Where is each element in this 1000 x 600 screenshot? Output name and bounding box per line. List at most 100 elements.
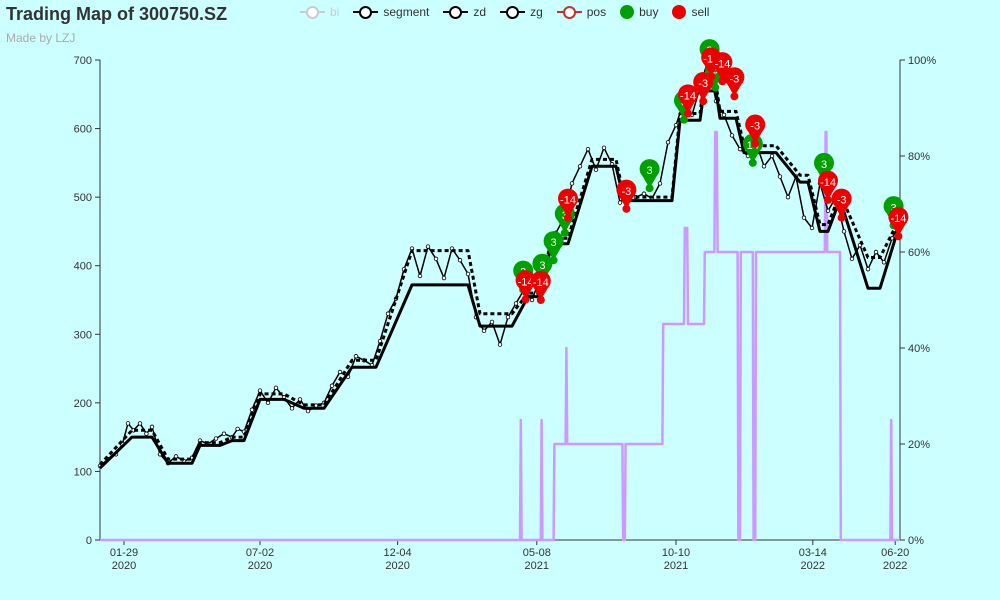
sell-marker-label: -14 <box>533 277 549 289</box>
y-right-tick-label: 100% <box>908 55 936 67</box>
legend-line-symbol <box>556 5 582 19</box>
y-right-tick-label: 80% <box>908 151 930 163</box>
zg-point <box>125 421 131 426</box>
zg-point <box>577 164 583 169</box>
legend-line-symbol <box>300 5 325 19</box>
y-left-tick-label: 300 <box>74 329 92 341</box>
y-right-tick-label: 20% <box>908 439 930 451</box>
zg-point <box>329 383 335 388</box>
x-tick-label: 06-20 <box>881 547 909 559</box>
sell-marker <box>678 84 698 114</box>
zg-point <box>849 256 855 262</box>
zg-point <box>721 112 727 118</box>
zg-point <box>569 181 575 186</box>
zg-point <box>489 319 495 325</box>
x-tick-year: 2020 <box>248 560 272 572</box>
buy-marker-label: 3 <box>712 64 718 76</box>
zg-point <box>213 436 219 441</box>
x-tick-label: 07-02 <box>246 547 274 559</box>
zg-point <box>441 275 447 281</box>
sell-marker-label: -14 <box>680 90 696 102</box>
buy-marker <box>532 253 553 283</box>
zg-point <box>273 385 279 390</box>
zg-point <box>149 424 155 430</box>
legend-label: segment <box>383 5 430 19</box>
legend-item-segment[interactable]: segment <box>353 4 429 20</box>
x-tick-label: 03-14 <box>799 547 827 559</box>
zg-point <box>865 266 871 272</box>
zg-point <box>433 256 439 262</box>
sell-marker-label: -3 <box>622 186 632 198</box>
legend-item-buy[interactable]: buy <box>620 4 658 20</box>
zg-point <box>761 164 767 169</box>
zg-point <box>585 146 591 152</box>
zg-point <box>665 140 671 145</box>
legend-label: pos <box>586 5 607 19</box>
legend-label: zd <box>473 5 487 19</box>
zg-point <box>425 244 431 249</box>
legend: bi segment zd zg pos buy sell <box>300 4 709 20</box>
zg-point <box>417 273 423 279</box>
y-right-tick-label: 0% <box>908 535 924 547</box>
sell-marker <box>745 114 766 144</box>
sell-marker <box>712 52 733 82</box>
series-line-segment <box>98 89 902 470</box>
sell-marker-label: -14 <box>714 58 730 70</box>
x-tick-year: 2020 <box>385 560 409 572</box>
zg-point <box>481 328 487 334</box>
x-tick-year: 2021 <box>664 560 688 572</box>
zg-point <box>601 145 607 150</box>
sell-marker <box>888 207 909 237</box>
zg-point <box>353 354 359 359</box>
buy-marker-label: 3 <box>647 165 653 177</box>
zg-point <box>465 271 471 277</box>
zg-point <box>641 191 647 196</box>
sell-marker <box>831 188 852 218</box>
legend-item-sell[interactable]: sell <box>672 4 709 20</box>
sell-marker-label: -14 <box>820 177 836 189</box>
legend-line-symbol <box>500 5 526 19</box>
legend-item-zd[interactable]: zd <box>443 4 486 20</box>
legend-item-bi[interactable]: bi <box>300 4 339 20</box>
legend-item-pos[interactable]: pos <box>556 4 607 20</box>
x-tick-year: 2021 <box>525 560 549 572</box>
x-tick-year: 2022 <box>883 560 907 572</box>
y-left-tick-label: 200 <box>74 398 92 410</box>
x-tick-year: 2020 <box>112 560 136 572</box>
sell-marker <box>515 270 536 300</box>
y-left-tick-label: 500 <box>74 192 92 204</box>
zg-point <box>617 200 623 205</box>
x-tick-year: 2022 <box>801 560 825 572</box>
zg-point <box>497 342 503 347</box>
y-right-tick-label: 40% <box>908 343 930 355</box>
zg-point <box>385 311 391 316</box>
legend-label: buy <box>639 5 659 19</box>
buy-marker-label: 3 <box>891 202 897 214</box>
zg-point <box>505 314 511 320</box>
buy-marker-label: 3 <box>821 159 827 171</box>
buy-marker <box>543 231 564 261</box>
zg-point <box>809 225 815 231</box>
y-left-tick-label: 0 <box>86 535 92 547</box>
zg-point <box>825 208 831 214</box>
sell-marker <box>693 72 714 102</box>
sell-marker-label: -14 <box>703 53 719 65</box>
sell-marker <box>724 67 745 97</box>
zg-point <box>337 369 343 375</box>
zg-point <box>873 249 879 255</box>
legend-label: sell <box>691 5 710 19</box>
legend-item-zg[interactable]: zg <box>500 4 543 20</box>
y-left-tick-label: 100 <box>74 466 92 478</box>
zg-point <box>841 229 847 234</box>
sell-marker-label: -14 <box>518 276 534 288</box>
y-right-tick-label: 60% <box>908 247 930 259</box>
zg-point <box>777 174 783 179</box>
buy-marker <box>639 159 660 189</box>
zg-point <box>881 260 887 265</box>
zg-point <box>593 167 599 172</box>
zg-point <box>529 297 535 303</box>
zg-point <box>265 400 271 406</box>
sell-marker-label: -3 <box>730 73 740 85</box>
sell-marker <box>530 270 551 300</box>
